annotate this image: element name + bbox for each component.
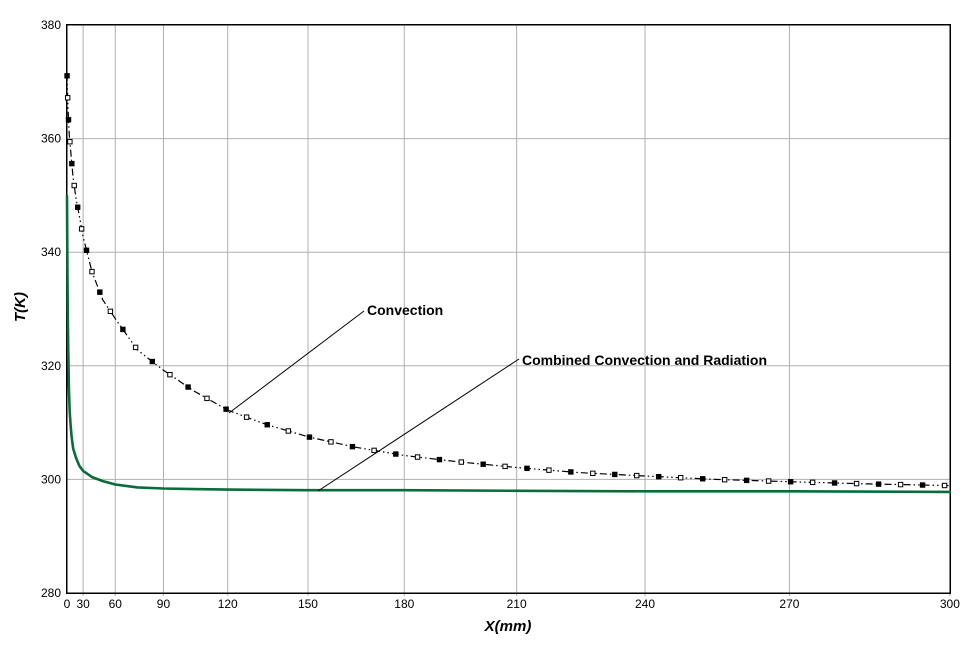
open-square-marker [78, 226, 85, 232]
filled-square-marker [349, 443, 356, 450]
open-square-marker [328, 439, 334, 445]
filled-square-marker [97, 289, 103, 295]
open-square-marker [204, 395, 210, 402]
convection-leader-line [228, 310, 365, 414]
filled-square-marker [69, 160, 75, 167]
filled-square-marker [83, 247, 90, 254]
convection-curve-markers [64, 73, 948, 489]
open-square-marker [414, 454, 421, 460]
open-square-marker [89, 268, 95, 275]
filled-square-marker [831, 480, 838, 486]
filled-square-marker [480, 461, 486, 467]
open-square-marker [132, 344, 139, 351]
x-tick-label: 60 [109, 597, 123, 611]
open-square-marker [71, 182, 77, 189]
open-square-marker [502, 463, 508, 470]
filled-square-marker [306, 434, 313, 440]
filled-square-marker [65, 117, 72, 123]
filled-square-marker [64, 73, 70, 79]
open-square-marker [167, 371, 173, 378]
x-tick-label: 300 [940, 597, 960, 611]
x-tick-label: 120 [218, 597, 238, 611]
x-axis-title: X(mm) [484, 618, 532, 635]
open-square-marker [285, 428, 292, 434]
y-tick-label: 360 [41, 132, 61, 146]
filled-square-marker [699, 476, 706, 482]
filled-square-marker [223, 406, 229, 412]
open-square-marker [67, 139, 73, 145]
filled-square-marker [264, 422, 270, 428]
x-tick-label: 30 [76, 597, 90, 611]
combined-convection-and-radiation-curve [65, 194, 952, 494]
tick-labels: 0 30 60 90 120 150 180 210 240 270 300 280 300 320 340… [41, 18, 960, 611]
filled-square-marker [436, 456, 443, 463]
x-tick-label: 240 [635, 597, 655, 611]
y-tick-label: 340 [41, 245, 61, 259]
open-square-marker [243, 414, 250, 420]
x-tick-label: 270 [779, 597, 799, 611]
open-square-marker [853, 480, 860, 487]
open-square-marker [809, 479, 816, 486]
curves [64, 73, 952, 494]
filled-square-marker [568, 469, 574, 475]
x-tick-label: 90 [157, 597, 171, 611]
open-square-marker [897, 481, 904, 488]
open-square-marker [64, 95, 71, 101]
filled-square-marker [74, 204, 81, 210]
filled-square-marker [612, 471, 618, 478]
combined-annotation: Combined Convection and Radiation [522, 352, 767, 368]
open-square-marker [677, 475, 684, 481]
filled-square-marker [120, 326, 126, 333]
convection-annotation: Convection [367, 302, 443, 318]
x-tick-label: 0 [64, 597, 71, 611]
filled-square-marker [393, 451, 399, 457]
filled-square-marker [875, 481, 882, 487]
x-tick-label: 210 [507, 597, 527, 611]
filled-square-marker [743, 477, 750, 484]
open-square-marker [107, 308, 114, 315]
open-square-marker [941, 482, 948, 489]
open-square-marker [458, 459, 464, 465]
grid [67, 25, 951, 596]
filled-square-marker [787, 479, 794, 485]
filled-square-marker [656, 473, 662, 480]
x-tick-label: 180 [394, 597, 414, 611]
x-tick-label: 150 [298, 597, 318, 611]
open-square-marker [371, 447, 377, 454]
y-tick-label: 280 [41, 586, 61, 600]
y-tick-label: 320 [41, 359, 61, 373]
filled-square-marker [149, 358, 155, 365]
filled-square-marker [919, 482, 926, 488]
open-square-marker [546, 467, 552, 473]
y-tick-label: 300 [41, 472, 61, 486]
filled-square-marker [524, 465, 530, 472]
open-square-marker [765, 478, 772, 484]
y-axis-title: T(K) [12, 292, 29, 322]
open-square-marker [634, 472, 640, 479]
open-square-marker [721, 476, 728, 483]
open-square-marker [590, 470, 596, 477]
y-tick-label: 380 [41, 18, 61, 32]
filled-square-marker [185, 384, 191, 390]
combined-leader-line [317, 358, 520, 492]
